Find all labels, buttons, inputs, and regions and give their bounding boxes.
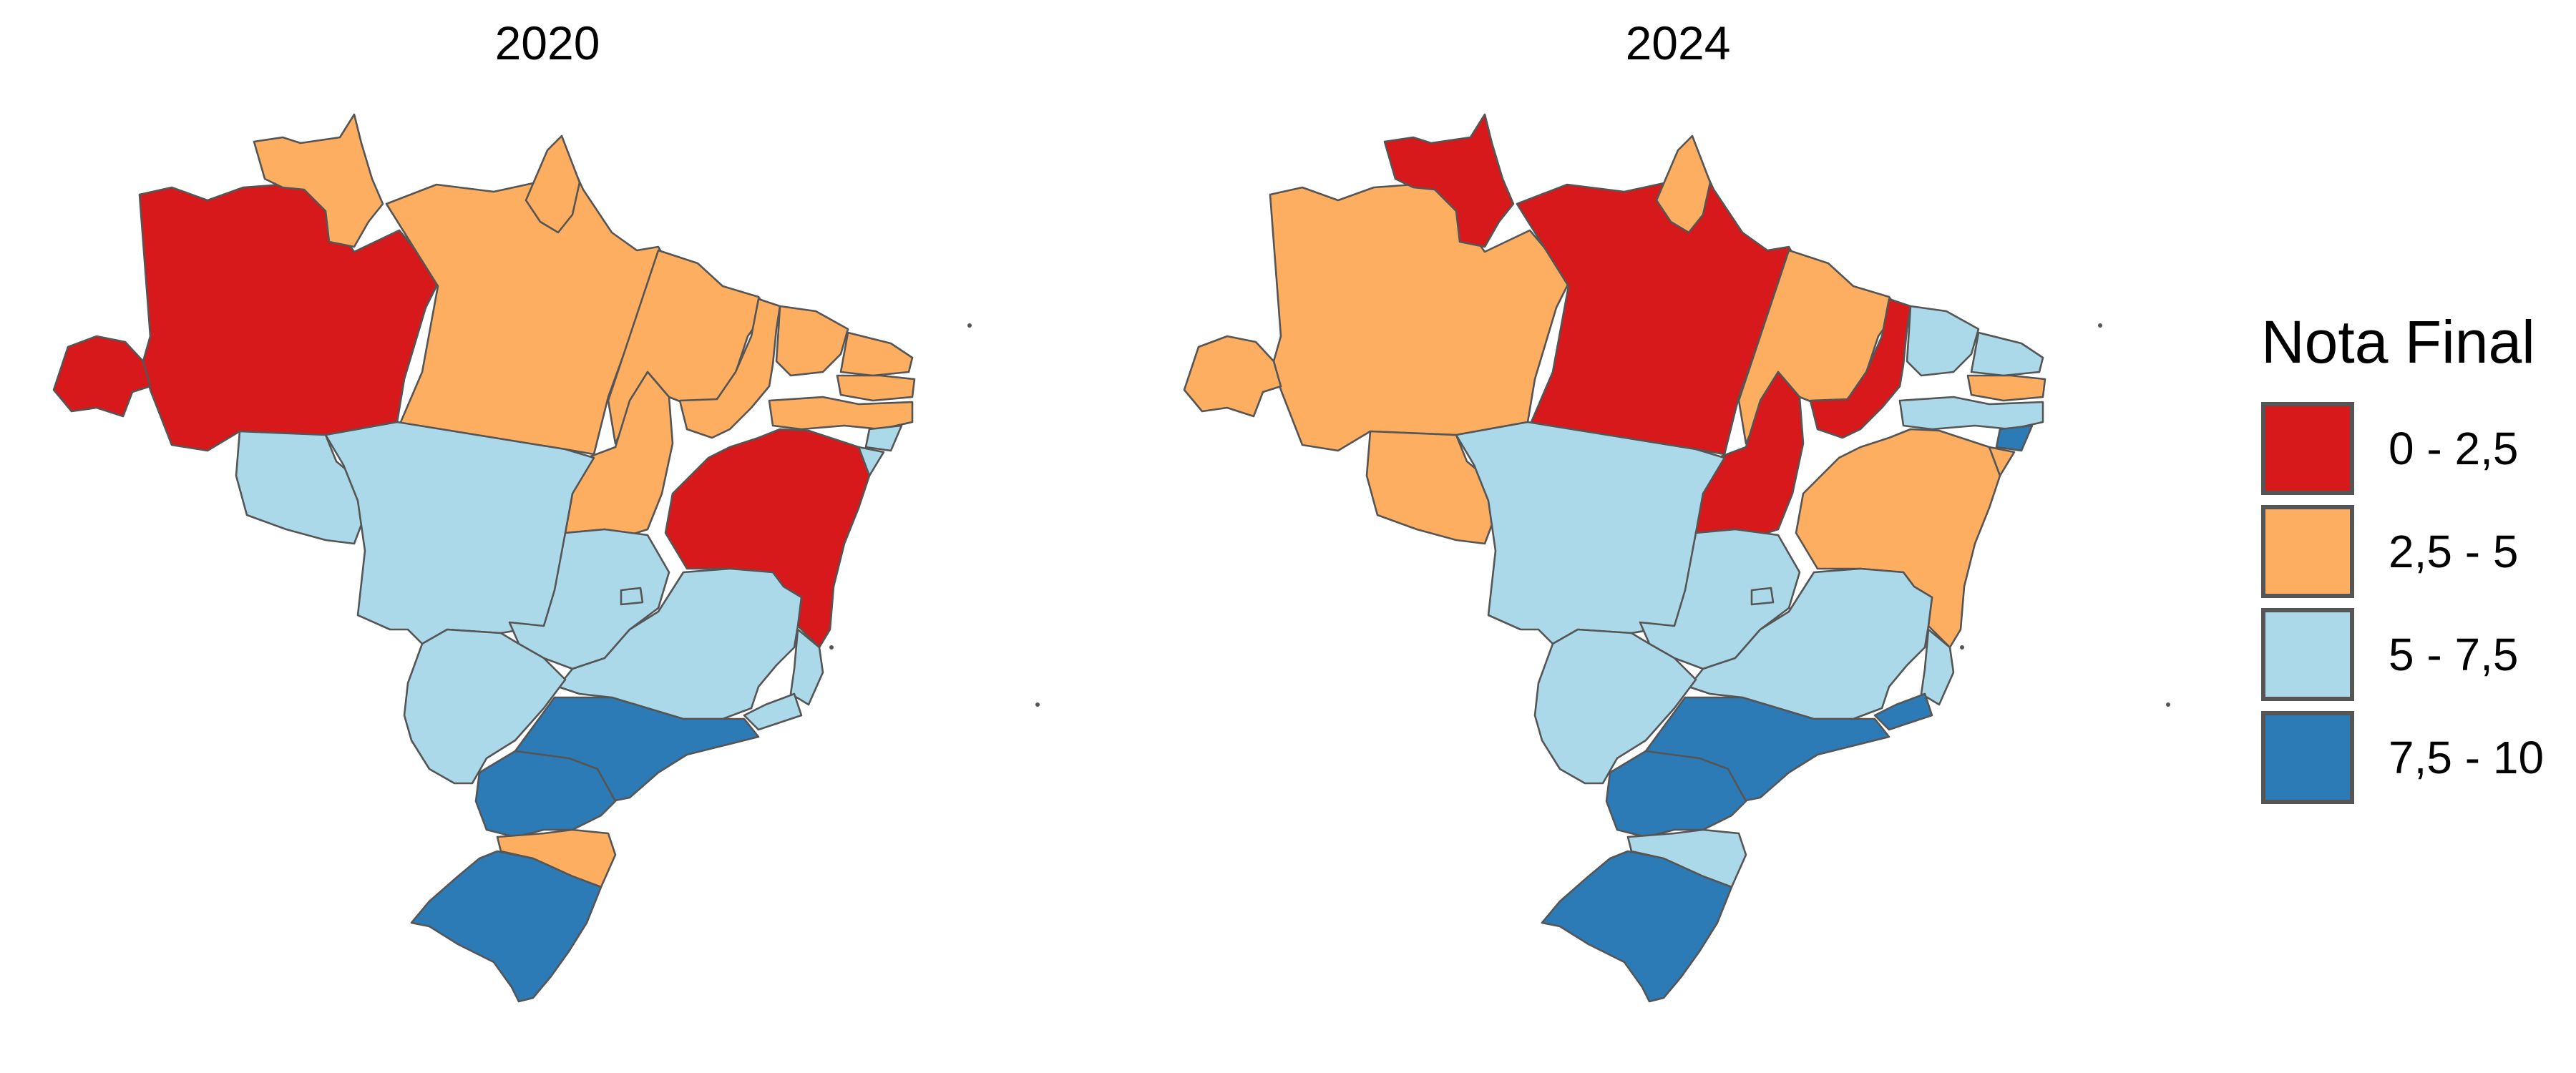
state-am-2024 bbox=[1269, 183, 1572, 452]
legend-swatch-5-7-5 bbox=[2261, 608, 2354, 701]
state-pr-2024 bbox=[1605, 750, 1747, 838]
state-pe-2024 bbox=[1898, 396, 2044, 431]
state-ms-2024 bbox=[1533, 628, 1697, 785]
legend: Nota Final 0 - 2,5 2,5 - 5 5 - 7,5 7,5 -… bbox=[2261, 308, 2569, 809]
state-ac-2024 bbox=[1183, 335, 1282, 418]
state-ro-2020 bbox=[235, 430, 366, 545]
legend-swatch-0-2-5 bbox=[2261, 402, 2354, 495]
legend-label-0-2-5: 0 - 2,5 bbox=[2389, 423, 2519, 474]
state-ce-2020 bbox=[775, 305, 849, 377]
state-pi-2020 bbox=[678, 298, 781, 439]
island-marker-1-2024 bbox=[2098, 323, 2102, 328]
state-ac-2020 bbox=[52, 335, 152, 418]
panel-title-2020: 2020 bbox=[494, 16, 600, 69]
legend-item-2-5-5: 2,5 - 5 bbox=[2261, 500, 2569, 603]
state-rs-2024 bbox=[1541, 850, 1733, 1003]
state-ro-2024 bbox=[1365, 430, 1497, 545]
state-rj-2020 bbox=[743, 692, 803, 731]
state-ap-2024 bbox=[1655, 134, 1712, 234]
brazil-map-2020 bbox=[52, 113, 1040, 1003]
legend-label-7-5-10: 7,5 - 10 bbox=[2389, 732, 2545, 783]
state-am-2020 bbox=[138, 183, 441, 452]
legend-item-7-5-10: 7,5 - 10 bbox=[2261, 706, 2569, 809]
legend-swatch-2-5-5 bbox=[2261, 505, 2354, 598]
state-pi-2024 bbox=[1809, 298, 1912, 439]
legend-label-5-7-5: 5 - 7,5 bbox=[2389, 629, 2519, 680]
state-df-2024 bbox=[1750, 587, 1775, 606]
state-ms-2020 bbox=[403, 628, 567, 785]
state-rn-2020 bbox=[839, 331, 914, 377]
state-al-2024 bbox=[1995, 424, 2034, 452]
island-marker-2-2024 bbox=[1960, 645, 1964, 650]
state-ap-2020 bbox=[525, 134, 581, 234]
panel-title-2024: 2024 bbox=[1625, 16, 1731, 69]
state-rn-2024 bbox=[1970, 331, 2044, 377]
state-pb-2020 bbox=[836, 374, 916, 402]
state-rr-2020 bbox=[253, 113, 384, 248]
state-ce-2024 bbox=[1906, 305, 1980, 377]
state-pb-2024 bbox=[1966, 374, 2046, 402]
brazil-map-2024 bbox=[1183, 113, 2170, 1003]
legend-label-2-5-5: 2,5 - 5 bbox=[2389, 526, 2519, 577]
legend-item-0-2-5: 0 - 2,5 bbox=[2261, 397, 2569, 500]
legend-item-5-7-5: 5 - 7,5 bbox=[2261, 603, 2569, 706]
island-marker-2-2020 bbox=[829, 645, 834, 650]
state-df-2020 bbox=[620, 587, 644, 606]
island-marker-1-2020 bbox=[967, 323, 972, 328]
state-pe-2020 bbox=[768, 396, 914, 431]
state-al-2020 bbox=[864, 424, 903, 452]
legend-title: Nota Final bbox=[2261, 308, 2535, 376]
island-marker-3-2020 bbox=[1035, 702, 1040, 707]
state-rj-2024 bbox=[1873, 692, 1933, 731]
state-es-2024 bbox=[1920, 628, 1955, 706]
state-rr-2024 bbox=[1383, 113, 1515, 248]
state-rs-2020 bbox=[410, 850, 602, 1003]
state-es-2020 bbox=[789, 628, 824, 706]
state-pr-2020 bbox=[474, 750, 617, 838]
legend-swatch-7-5-10 bbox=[2261, 711, 2354, 804]
island-marker-3-2024 bbox=[2166, 702, 2170, 707]
